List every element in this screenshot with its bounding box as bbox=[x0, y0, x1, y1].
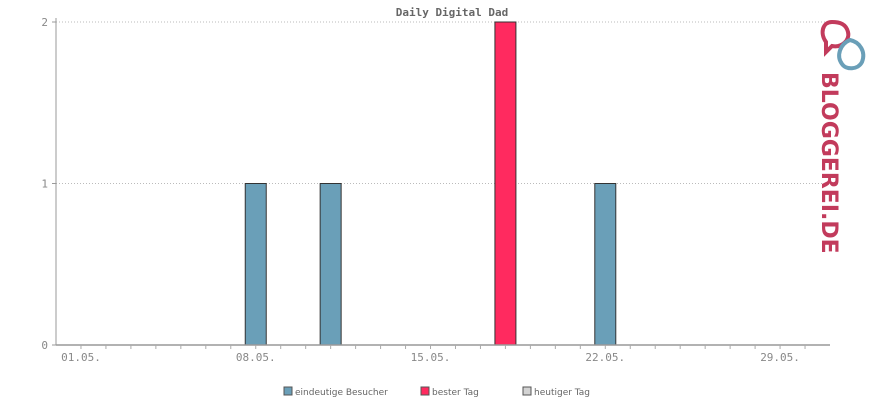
y-tick-label: 1 bbox=[41, 178, 48, 191]
legend-label: bester Tag bbox=[432, 388, 479, 398]
x-tick-label: 29.05. bbox=[760, 351, 800, 364]
chart-title: Daily Digital Dad bbox=[396, 6, 509, 19]
axes bbox=[55, 18, 830, 349]
x-tick-label: 22.05. bbox=[585, 351, 625, 364]
legend: eindeutige Besucher bester Tag heutiger Ta… bbox=[283, 386, 590, 398]
x-tick-label: 08.05. bbox=[236, 351, 276, 364]
grid bbox=[52, 21, 830, 346]
legend-swatch bbox=[420, 386, 430, 396]
legend-label: heutiger Tag bbox=[534, 388, 590, 398]
y-tick-label: 0 bbox=[41, 339, 48, 352]
y-tick-labels: 0 1 2 bbox=[41, 16, 48, 352]
bar bbox=[494, 21, 517, 346]
legend-swatch bbox=[522, 386, 532, 396]
logo-text: BLOGGEREI.DE bbox=[816, 72, 841, 254]
x-tick-label: 15.05. bbox=[411, 351, 451, 364]
x-tick-labels: 01.05. 08.05. 15.05. 22.05. 29.05. bbox=[61, 351, 800, 364]
bar bbox=[594, 183, 617, 346]
x-tick-label: 01.05. bbox=[61, 351, 101, 364]
bar bbox=[319, 183, 342, 346]
legend-label: eindeutige Besucher bbox=[295, 388, 388, 398]
speech-bubbles-icon bbox=[820, 19, 866, 71]
bar bbox=[244, 183, 267, 346]
legend-swatch bbox=[283, 386, 293, 396]
bloggerei-logo: BLOGGEREI.DE bbox=[816, 19, 866, 254]
y-tick-label: 2 bbox=[41, 16, 48, 29]
